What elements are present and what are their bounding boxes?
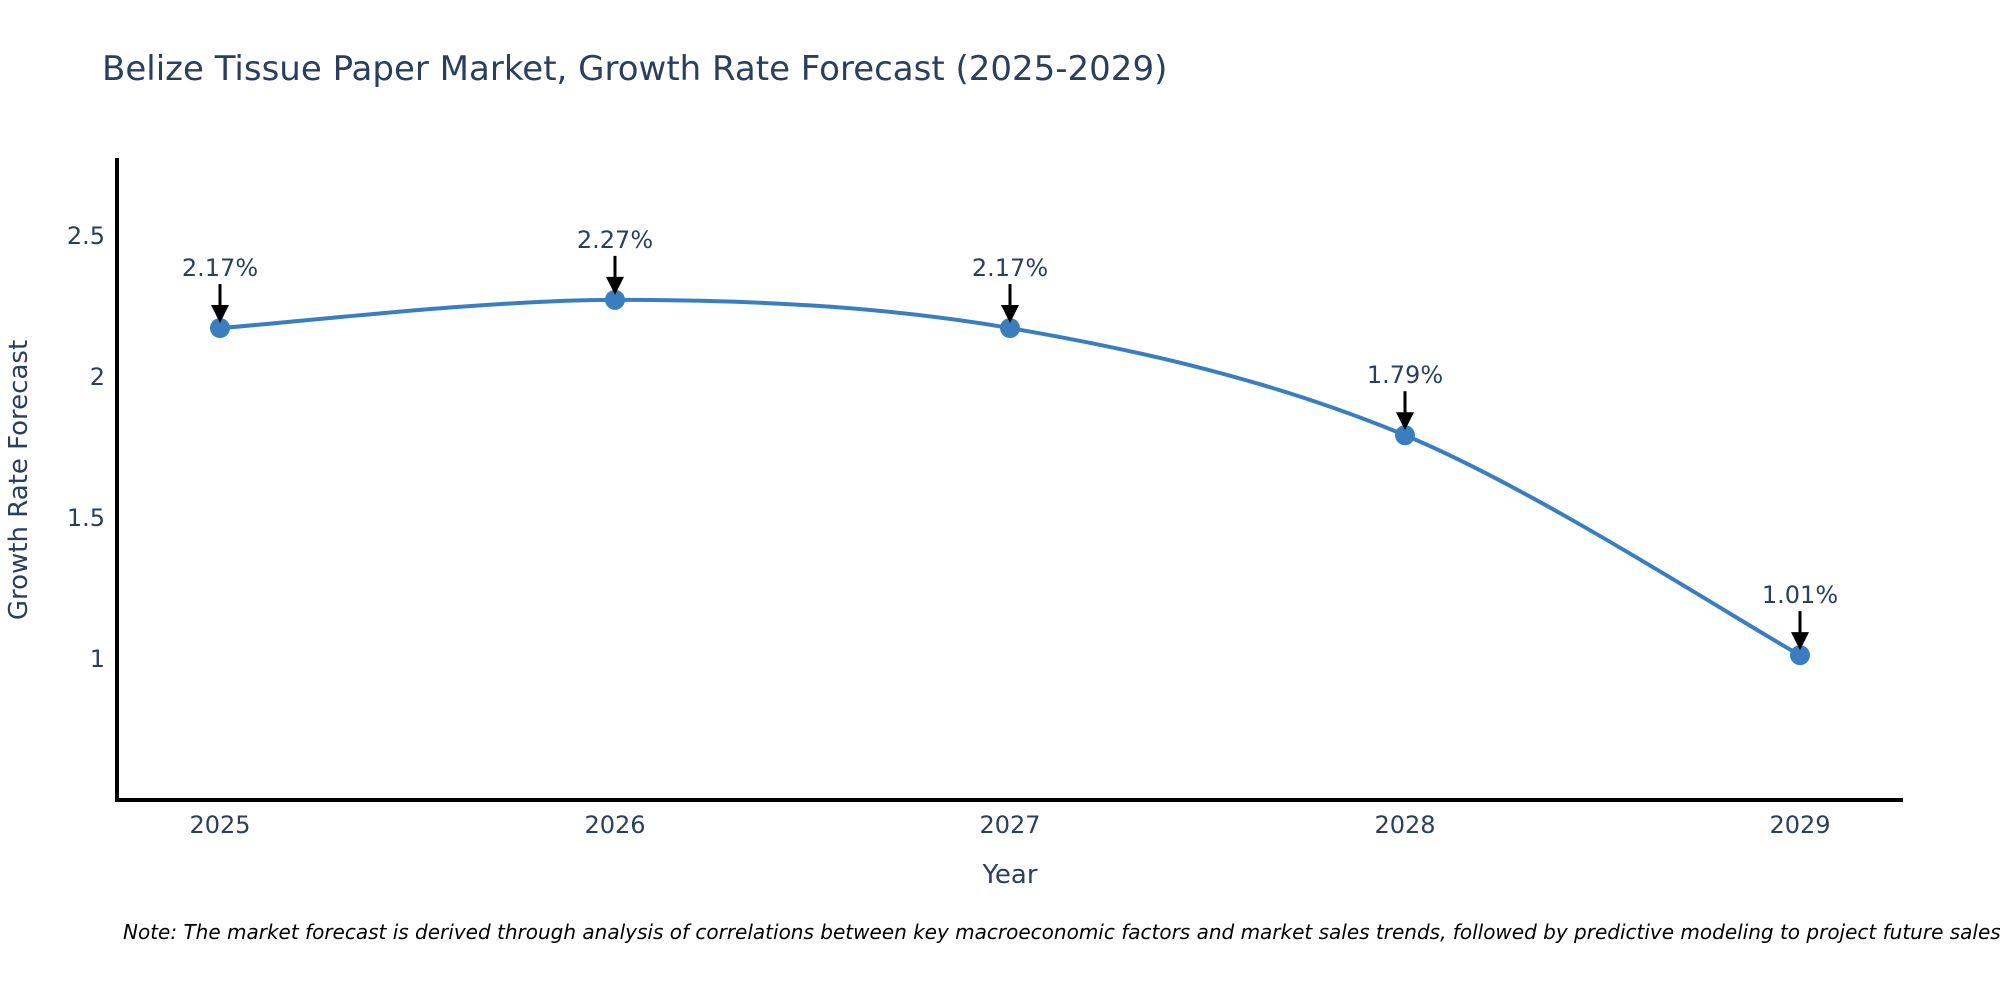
data-point-marker — [210, 318, 230, 339]
data-point-marker — [1000, 318, 1020, 339]
data-point-marker — [605, 289, 625, 310]
annotation-arrowhead-icon — [211, 305, 229, 324]
data-point-label: 2.17% — [182, 254, 258, 282]
x-tick-label: 2027 — [979, 811, 1040, 839]
y-tick-label: 1.5 — [67, 504, 105, 532]
chart-title: Belize Tissue Paper Market, Growth Rate … — [102, 49, 1167, 89]
y-tick-label: 2 — [90, 363, 105, 391]
annotation-arrowhead-icon — [1791, 632, 1809, 651]
x-tick-label: 2026 — [584, 811, 645, 839]
annotation-arrowhead-icon — [1001, 305, 1019, 324]
y-axis-tick-labels: 1 1.5 2 2.5 — [67, 222, 105, 673]
footnote: Note: The market forecast is derived thr… — [123, 920, 2000, 944]
data-point-label: 2.17% — [972, 254, 1048, 282]
data-point-annotations: 2.17% 2.27% 2.17% 1.79% 1.01% — [182, 226, 1838, 651]
data-point-annotation: 2.17% — [972, 254, 1048, 324]
data-point-annotation: 1.79% — [1367, 361, 1443, 431]
x-tick-label: 2029 — [1769, 811, 1830, 839]
data-point-label: 1.79% — [1367, 361, 1443, 389]
annotation-arrowhead-icon — [1396, 412, 1414, 431]
y-tick-label: 2.5 — [67, 222, 105, 250]
data-point-annotation: 2.27% — [577, 226, 653, 295]
data-point-label: 2.27% — [577, 226, 653, 254]
x-axis-title: Year — [981, 860, 1037, 890]
x-tick-label: 2025 — [189, 811, 250, 839]
data-point-label: 1.01% — [1762, 581, 1838, 609]
x-axis-tick-labels: 2025 2026 2027 2028 2029 — [189, 811, 1830, 839]
data-point-marker — [1395, 425, 1415, 446]
data-point-annotation: 2.17% — [182, 254, 258, 324]
y-axis-title: Growth Rate Forecast — [4, 340, 34, 620]
series-line — [218, 297, 1802, 658]
data-point-annotation: 1.01% — [1762, 581, 1838, 651]
data-point-marker — [1790, 645, 1810, 666]
y-tick-label: 1 — [90, 645, 105, 673]
data-point-markers — [210, 289, 1810, 666]
x-tick-label: 2028 — [1374, 811, 1435, 839]
annotation-arrowhead-icon — [606, 276, 624, 295]
